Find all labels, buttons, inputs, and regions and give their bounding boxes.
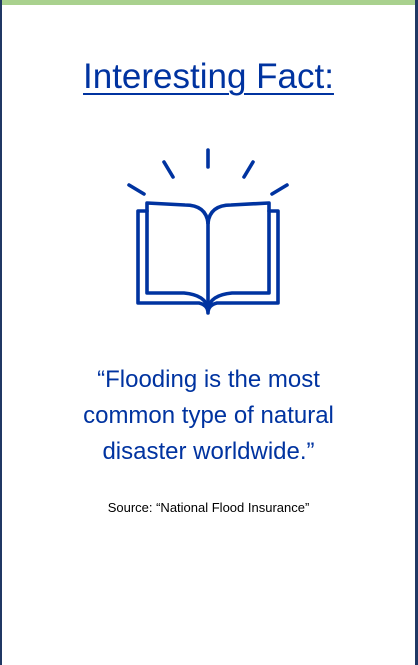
fact-quote: “Flooding is the most common type of nat… — [2, 362, 415, 470]
quote-line: disaster worldwide.” — [102, 438, 315, 465]
source-citation: Source: “National Flood Insurance” — [107, 500, 310, 515]
open-book-icon — [127, 148, 289, 315]
quote-line: common type of natural — [83, 402, 334, 429]
quote-line: “Flooding is the most — [97, 366, 320, 393]
top-accent-bar — [2, 0, 415, 5]
page-title: Interesting Fact: — [83, 57, 334, 96]
